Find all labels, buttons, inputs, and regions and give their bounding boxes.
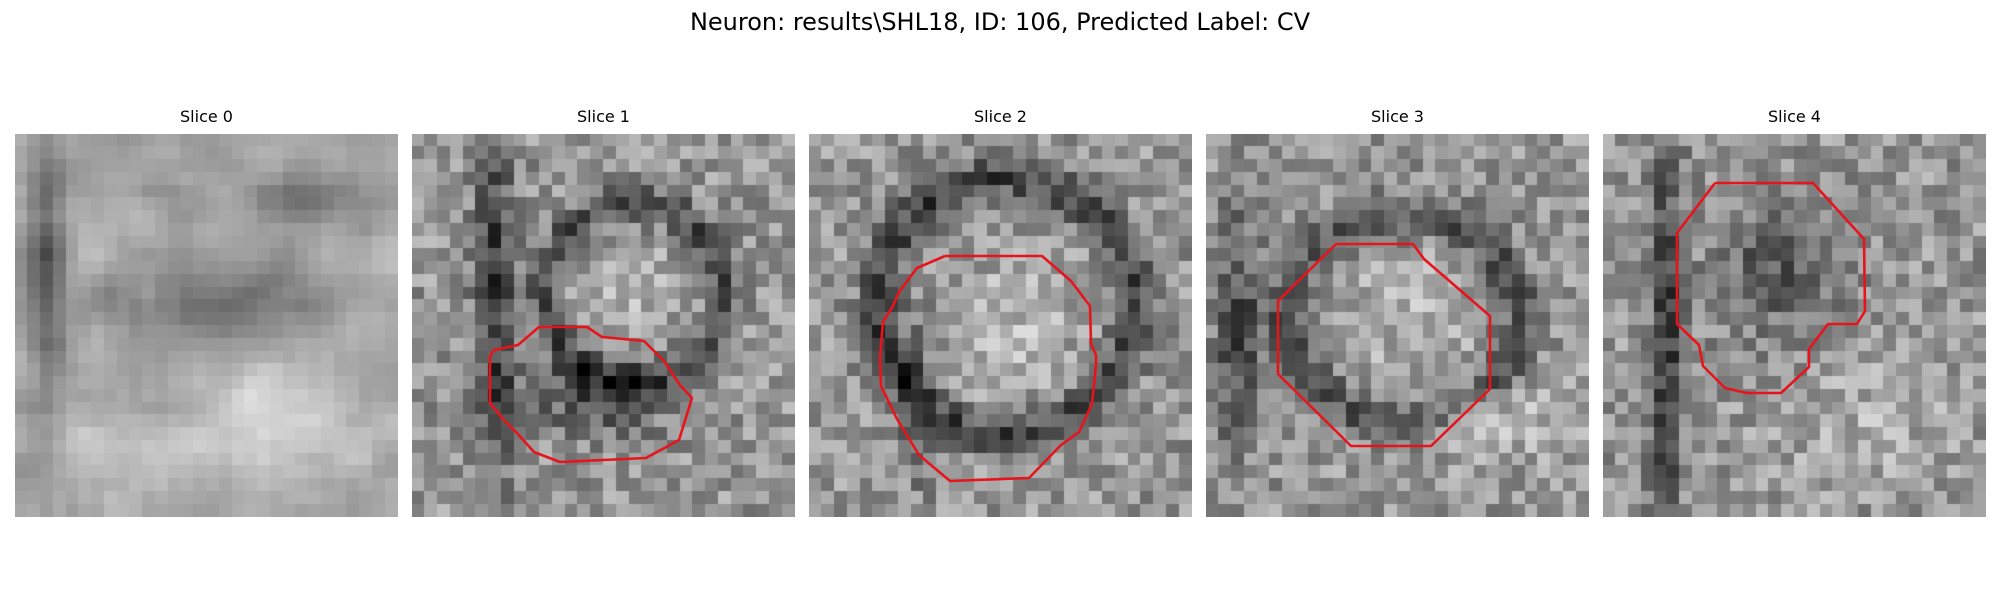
slice-image-2 bbox=[809, 134, 1192, 517]
slice-title-0: Slice 0 bbox=[180, 107, 233, 126]
slice-overlay-0 bbox=[15, 134, 398, 517]
segmentation-contour-2 bbox=[878, 254, 1098, 483]
slice-title-3: Slice 3 bbox=[1371, 107, 1424, 126]
slice-overlay-4 bbox=[1675, 181, 1867, 395]
slice-panel-0: Slice 0 bbox=[15, 107, 398, 517]
slice-overlay-3 bbox=[1276, 242, 1492, 448]
slice-overlay-2 bbox=[878, 254, 1098, 483]
slice-title-2: Slice 2 bbox=[974, 107, 1027, 126]
segmentation-contour-3 bbox=[1276, 242, 1492, 448]
slice-image-3 bbox=[1206, 134, 1589, 517]
figure-title: Neuron: results\SHL18, ID: 106, Predicte… bbox=[689, 8, 1311, 36]
slice-panel-1: Slice 1 bbox=[412, 107, 795, 517]
slice-title-1: Slice 1 bbox=[577, 107, 630, 126]
segmentation-contour-4 bbox=[1675, 181, 1867, 395]
segmentation-contour-1 bbox=[488, 325, 694, 464]
slice-panel-4: Slice 4 bbox=[1603, 107, 1986, 517]
slice-panel-2: Slice 2 bbox=[809, 107, 1192, 517]
slice-image-1 bbox=[412, 134, 795, 517]
slice-image-0 bbox=[15, 134, 398, 517]
slice-title-4: Slice 4 bbox=[1768, 107, 1821, 126]
slice-image-4 bbox=[1603, 134, 1986, 517]
slice-overlay-1 bbox=[488, 325, 694, 464]
slice-panel-3: Slice 3 bbox=[1206, 107, 1589, 517]
